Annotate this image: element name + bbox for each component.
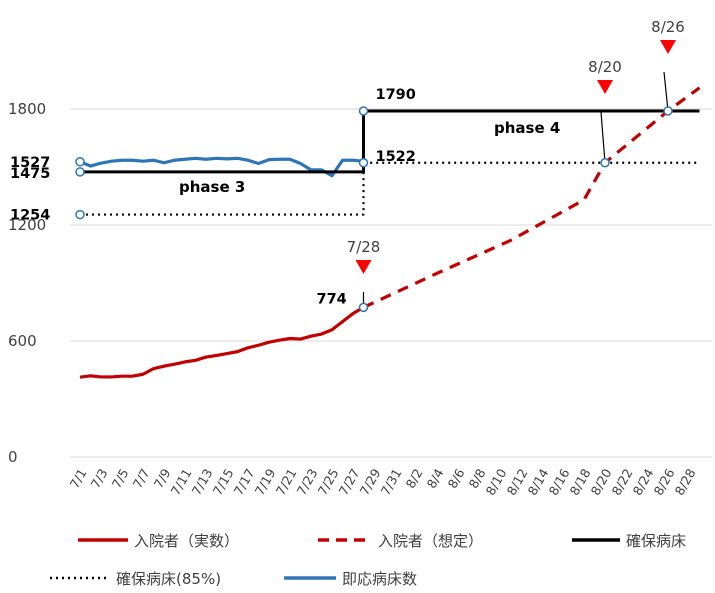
x-tick-label: 7/29 <box>357 466 384 498</box>
x-tick-label: 7/15 <box>210 466 237 498</box>
legend-label: 即応病床数 <box>342 570 417 588</box>
marker-triangle <box>355 260 372 274</box>
x-tick-label: 8/6 <box>445 466 468 491</box>
x-tick-label: 7/31 <box>378 466 405 498</box>
data-point-marker <box>358 302 369 313</box>
x-tick-label: 8/4 <box>424 466 447 491</box>
data-point-marker <box>358 158 369 168</box>
x-tick-label: 8/28 <box>672 466 699 498</box>
series-line-0 <box>79 305 365 379</box>
x-tick-label: 7/5 <box>109 466 132 491</box>
marker-pin <box>600 111 606 163</box>
marker-date-label: 8/26 <box>651 18 685 36</box>
x-tick-label: 8/12 <box>504 466 531 498</box>
legend-label: 確保病床 <box>626 532 686 550</box>
marker-date-label: 7/28 <box>347 238 381 256</box>
x-tick-label: 7/25 <box>315 466 342 498</box>
x-tick-label: 7/13 <box>189 466 216 498</box>
marker-date-label: 8/20 <box>588 58 622 76</box>
marker-triangle <box>597 80 613 94</box>
legend-label: 確保病床(85%) <box>116 570 221 588</box>
x-tick-label: 7/23 <box>294 466 321 498</box>
x-tick-label: 8/24 <box>630 466 657 498</box>
series-line-4 <box>79 156 364 178</box>
x-tick-label: 7/11 <box>168 466 195 498</box>
data-point-marker <box>75 209 85 220</box>
x-tick-label: 8/2 <box>403 466 426 491</box>
callout-label: 774 <box>317 291 347 307</box>
x-tick-label: 8/22 <box>609 466 636 498</box>
x-tick-label: 7/17 <box>231 466 258 498</box>
x-tick-label: 7/19 <box>252 466 279 498</box>
data-point-marker <box>358 106 369 116</box>
x-tick-label: 7/21 <box>273 466 300 498</box>
y-tick-label: 600 <box>8 332 37 350</box>
x-tick-label: 7/3 <box>88 466 111 491</box>
phase-label: phase 4 <box>494 119 560 137</box>
phase-label: phase 3 <box>179 178 245 196</box>
callout-label: 1522 <box>376 149 416 165</box>
y-tick-label: 1800 <box>8 100 46 118</box>
y-tick-label: 0 <box>8 448 18 466</box>
data-point-marker <box>600 158 610 168</box>
x-tick-label: 8/26 <box>651 466 678 498</box>
y-tick-label: 1200 <box>8 216 46 234</box>
callout-label: 1475 <box>10 166 50 182</box>
callout-label: 1527 <box>10 155 50 171</box>
legend-label: 入院者（想定） <box>378 532 483 550</box>
series-line-2 <box>80 109 700 174</box>
x-tick-label: 8/20 <box>588 466 615 498</box>
marker-triangle <box>660 40 676 54</box>
callout-label: 1254 <box>10 208 50 224</box>
data-point-marker <box>75 167 85 177</box>
x-tick-label: 8/10 <box>483 466 510 498</box>
data-point-marker <box>663 106 673 116</box>
x-tick-label: 8/14 <box>525 466 552 498</box>
x-tick-label: 8/16 <box>546 466 573 498</box>
x-tick-label: 7/1 <box>67 466 90 491</box>
legend-label: 入院者（実数） <box>134 532 239 550</box>
x-tick-label: 7/27 <box>336 466 363 498</box>
data-point-marker <box>75 157 85 167</box>
marker-pin <box>663 71 669 112</box>
x-tick-label: 8/18 <box>567 466 594 498</box>
callout-label: 1790 <box>376 87 416 103</box>
x-tick-label: 7/7 <box>130 466 153 491</box>
